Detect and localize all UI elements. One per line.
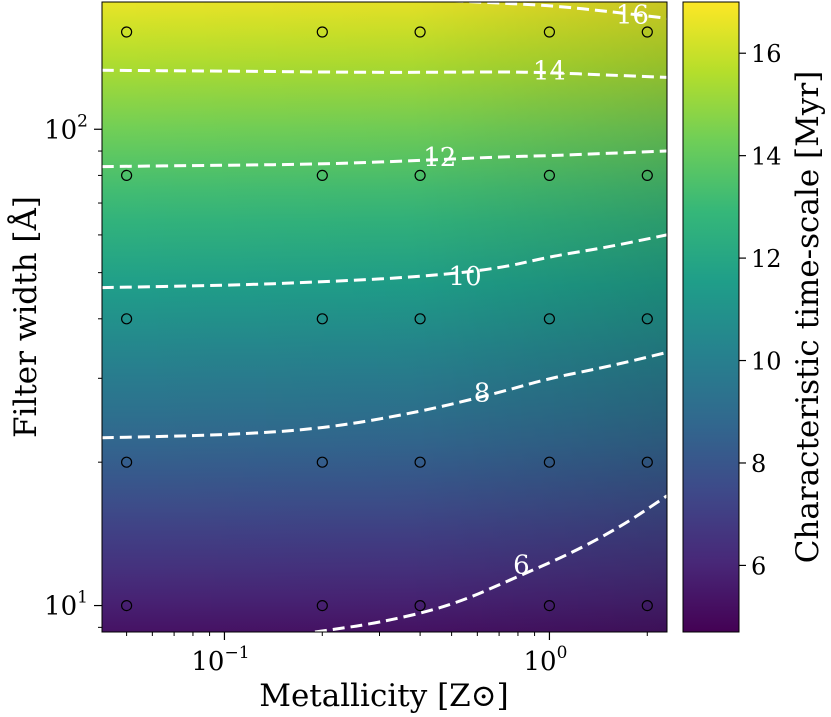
sample-point: [316, 26, 328, 38]
sample-point: [316, 313, 328, 325]
colorbar-title: Characteristic time-scale [Myr]: [790, 71, 826, 564]
sample-point: [414, 26, 426, 38]
heatmap-shading: [102, 2, 667, 632]
y-tick-label: 102: [44, 111, 88, 145]
contour-line-16: [441, 2, 667, 20]
sample-point: [120, 456, 133, 468]
y-axis: 101 102: [44, 111, 102, 628]
sample-point: [641, 26, 653, 38]
contour-line-8: [102, 350, 667, 440]
contour-line-10: [102, 233, 667, 290]
sample-point: [120, 169, 133, 181]
contour-label-8: 8: [474, 379, 491, 409]
sample-point: [543, 26, 556, 38]
sample-point: [641, 169, 653, 181]
sample-point: [120, 599, 133, 612]
colorbar-tick-label: 10: [751, 348, 782, 376]
sample-point: [120, 26, 133, 38]
contour-label-10: 10: [449, 262, 482, 292]
colorbar-tick-label: 16: [751, 40, 782, 68]
sample-point: [316, 599, 328, 612]
y-axis-title: Filter width [Å]: [6, 196, 44, 438]
sample-point: [543, 456, 556, 468]
sample-point: [414, 313, 426, 325]
x-axis: 10−1 100: [126, 632, 648, 677]
colorbar-frame: [682, 1, 740, 633]
sample-point: [543, 313, 556, 325]
x-tick-label: 100: [523, 643, 567, 677]
plot-frame: [101, 1, 668, 633]
contour-labels: 6 8 10 12 14 16: [423, 1, 649, 581]
x-tick-label: 10−1: [191, 643, 249, 677]
sample-point: [414, 169, 426, 181]
sample-point: [316, 169, 328, 181]
contour-label-6: 6: [513, 550, 530, 580]
sample-point: [543, 599, 556, 612]
sample-point: [641, 313, 653, 325]
contours: [102, 2, 667, 632]
sample-point: [641, 599, 653, 612]
colorbar-tick-label: 8: [751, 450, 766, 478]
colorbar-axis: 6 8 10 12 14 16: [739, 40, 782, 580]
contour-label-12: 12: [423, 143, 456, 173]
contour-label-14: 14: [533, 56, 566, 86]
colorbar-tick-label: 12: [751, 245, 782, 273]
contour-line-12: [102, 149, 667, 169]
contour-label-16: 16: [616, 1, 649, 31]
sample-point: [120, 313, 133, 325]
colorbar-tick-label: 14: [751, 143, 782, 171]
colorbar-tick-label: 6: [751, 552, 766, 580]
sample-point: [414, 456, 426, 468]
sample-point: [316, 456, 328, 468]
contour-line-14: [102, 68, 667, 79]
sample-points: [120, 26, 653, 612]
colorbar: [683, 2, 739, 632]
sample-point: [414, 599, 426, 612]
x-axis-title: Metallicity [Z⊙]: [259, 678, 509, 714]
sample-point: [641, 456, 653, 468]
sample-point: [543, 169, 556, 181]
y-tick-label: 101: [44, 588, 88, 622]
